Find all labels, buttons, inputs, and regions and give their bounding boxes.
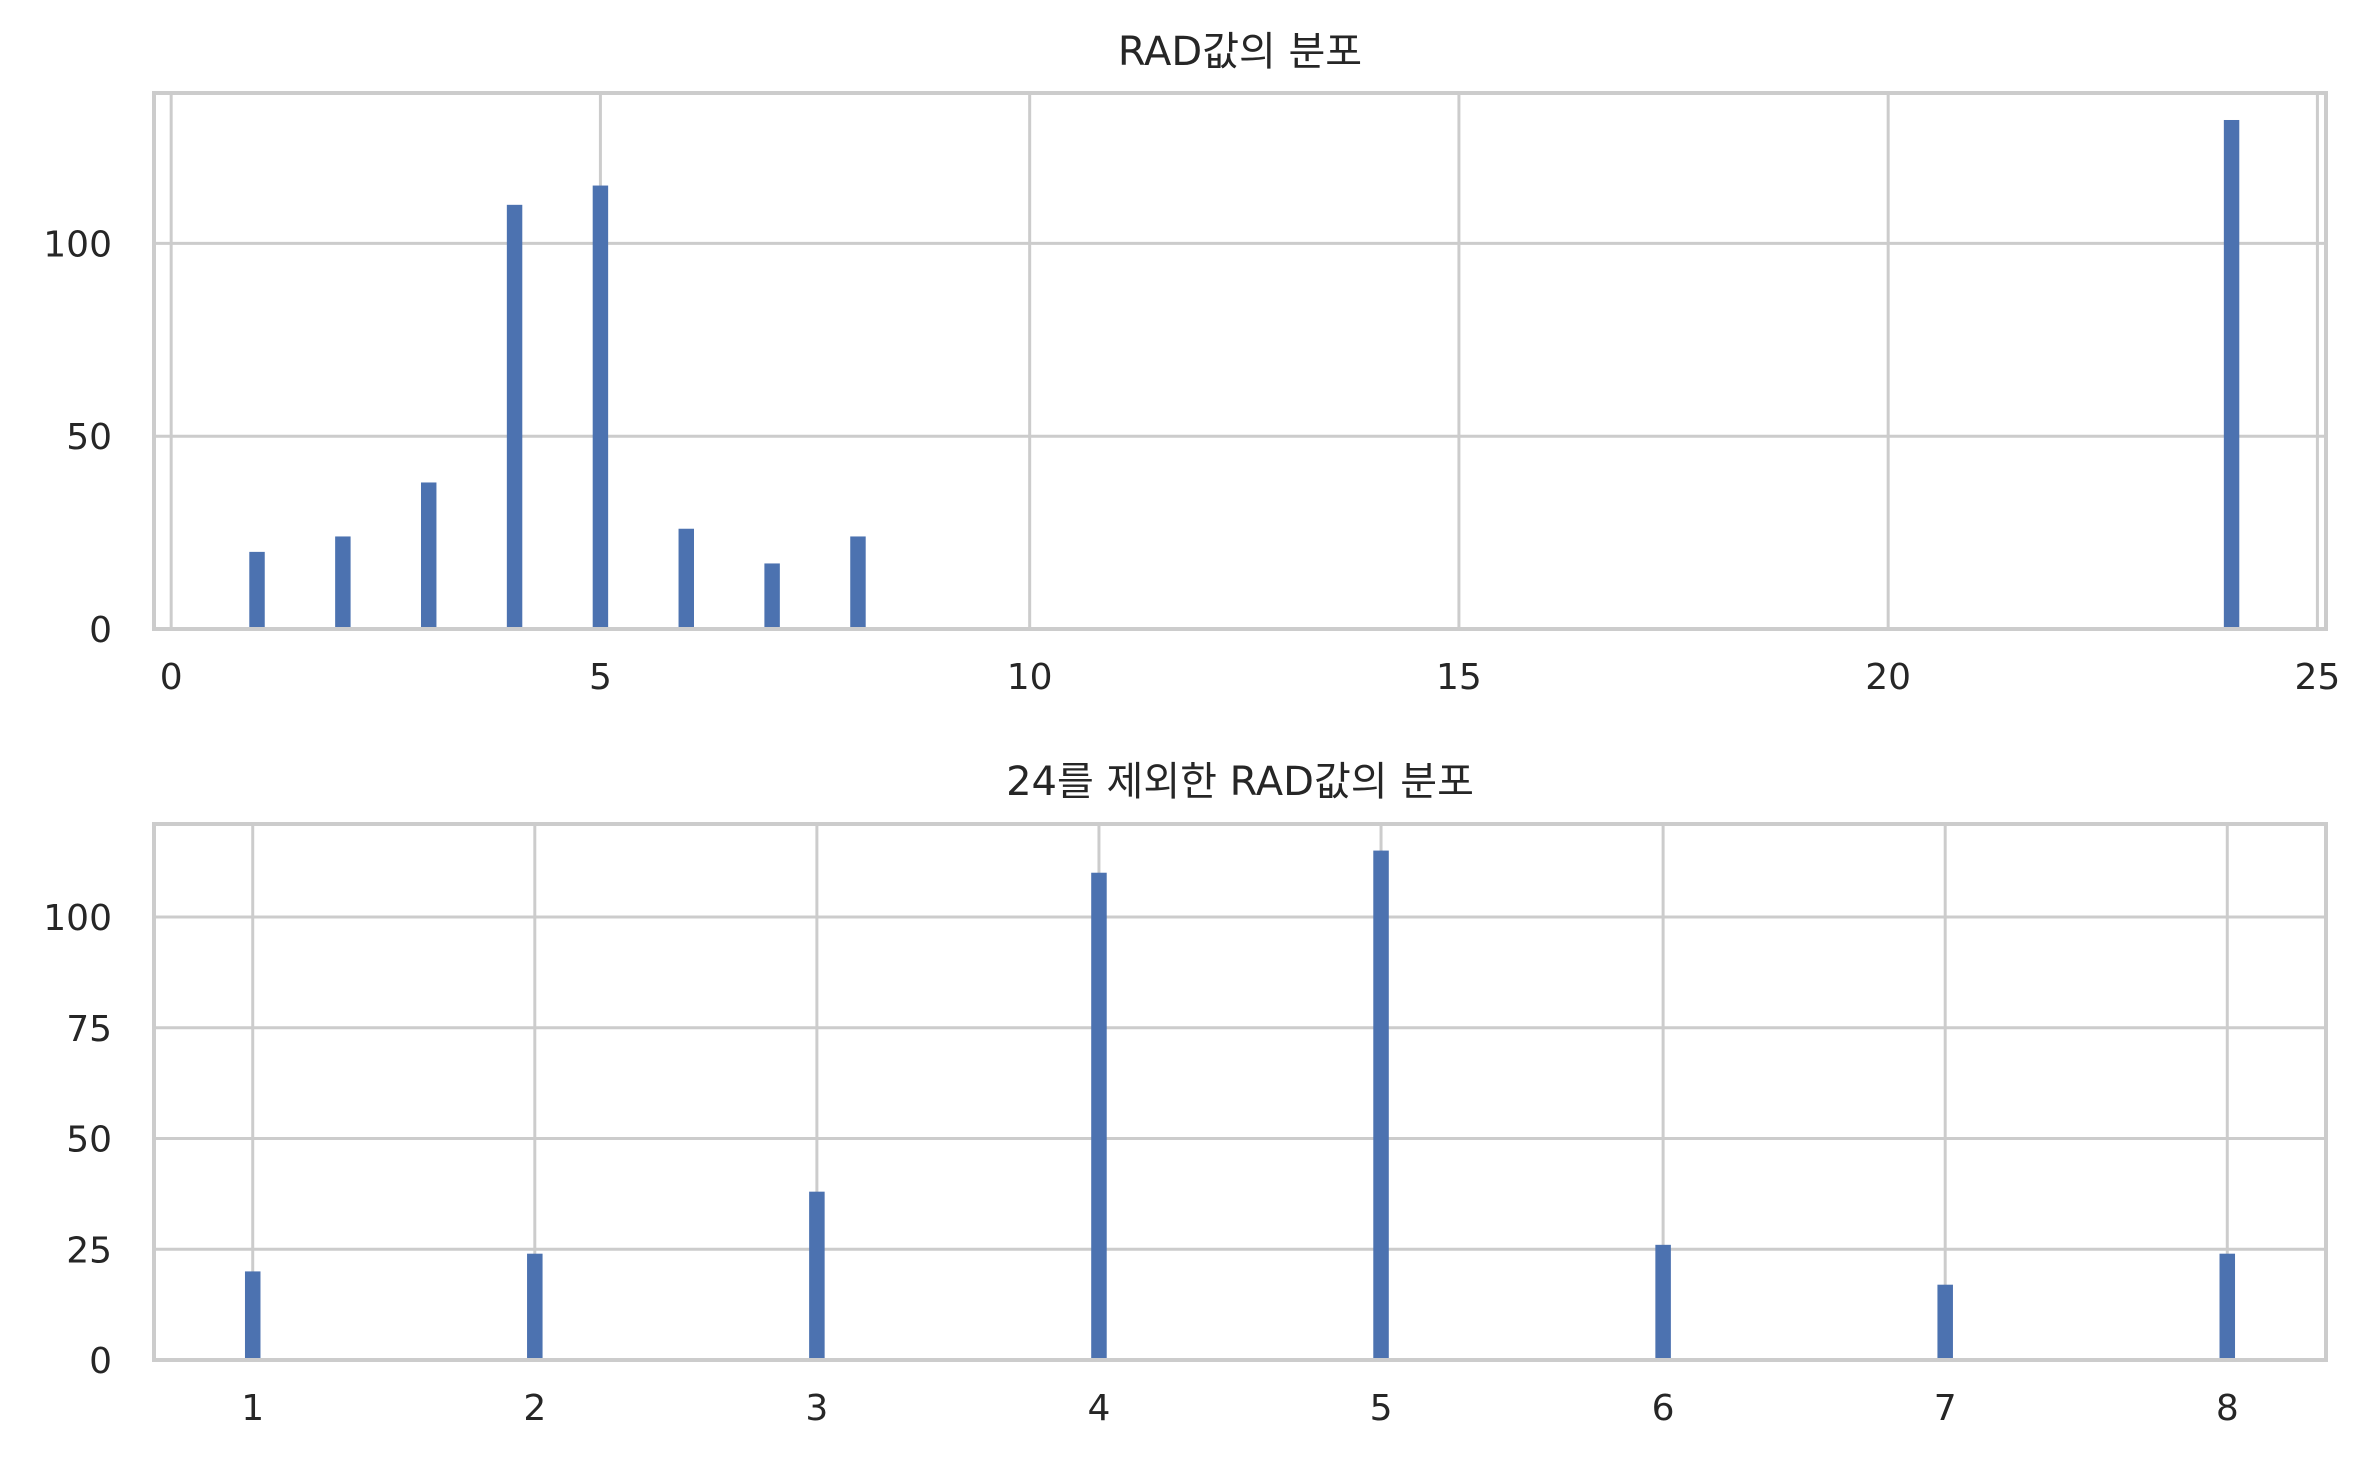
y-tick-label: 0: [89, 1341, 112, 1382]
histogram-bar: [850, 536, 866, 629]
histogram-bar: [244, 1271, 261, 1360]
y-tick-label: 50: [66, 417, 112, 458]
histogram-bar: [1937, 1284, 1953, 1360]
x-tick-label: 2: [523, 1388, 546, 1429]
x-tick-label: 8: [2216, 1388, 2239, 1429]
histogram-bar: [764, 563, 780, 629]
x-tick-label: 5: [589, 657, 612, 698]
chart-title: 24를 제외한 RAD값의 분포: [1006, 759, 1474, 805]
histogram-bar: [527, 1253, 543, 1360]
x-tick-label: 7: [1934, 1388, 1957, 1429]
x-tick-label: 1: [241, 1388, 264, 1429]
histogram-bar: [809, 1191, 825, 1360]
y-tick-label: 50: [66, 1120, 112, 1161]
histogram-bar: [249, 551, 265, 629]
x-tick-label: 25: [2295, 657, 2341, 698]
histogram-bar: [420, 482, 437, 629]
x-tick-label: 10: [1007, 657, 1053, 698]
bottom-histogram-panel: 24를 제외한 RAD값의 분포 1 2 3 4 5 6 7 8 0 25 50 75 100: [43, 759, 2328, 1429]
top-histogram-panel: RAD값의 분포 0 5 10 15 20 25 0 50 100: [43, 29, 2340, 698]
chart-title: RAD값의 분포: [1118, 29, 1362, 75]
histogram-bar: [1091, 872, 1107, 1360]
axes-frame: [152, 91, 2328, 631]
x-tick-label: 0: [160, 657, 183, 698]
y-tick-label: 25: [66, 1230, 112, 1271]
y-tick-label: 75: [66, 1009, 112, 1050]
histogram-bar: [2223, 119, 2240, 630]
y-tick-label: 0: [89, 610, 112, 651]
x-tick-label: 20: [1865, 657, 1911, 698]
histogram-bar: [2219, 1253, 2236, 1360]
x-tick-label: 4: [1088, 1388, 1111, 1429]
histogram-bar: [678, 528, 694, 629]
histogram-bar: [1655, 1244, 1671, 1360]
y-tick-label: 100: [43, 898, 112, 939]
x-tick-label: 6: [1652, 1388, 1675, 1429]
histogram-bar: [506, 204, 523, 629]
histogram-bar: [1373, 850, 1389, 1360]
histogram-bar: [592, 185, 609, 630]
x-tick-label: 3: [805, 1388, 828, 1429]
x-tick-label: 5: [1370, 1388, 1393, 1429]
y-tick-label: 100: [43, 224, 112, 265]
x-tick-label: 15: [1436, 657, 1482, 698]
histogram-bar: [335, 536, 351, 629]
axes-frame: [152, 822, 2328, 1362]
